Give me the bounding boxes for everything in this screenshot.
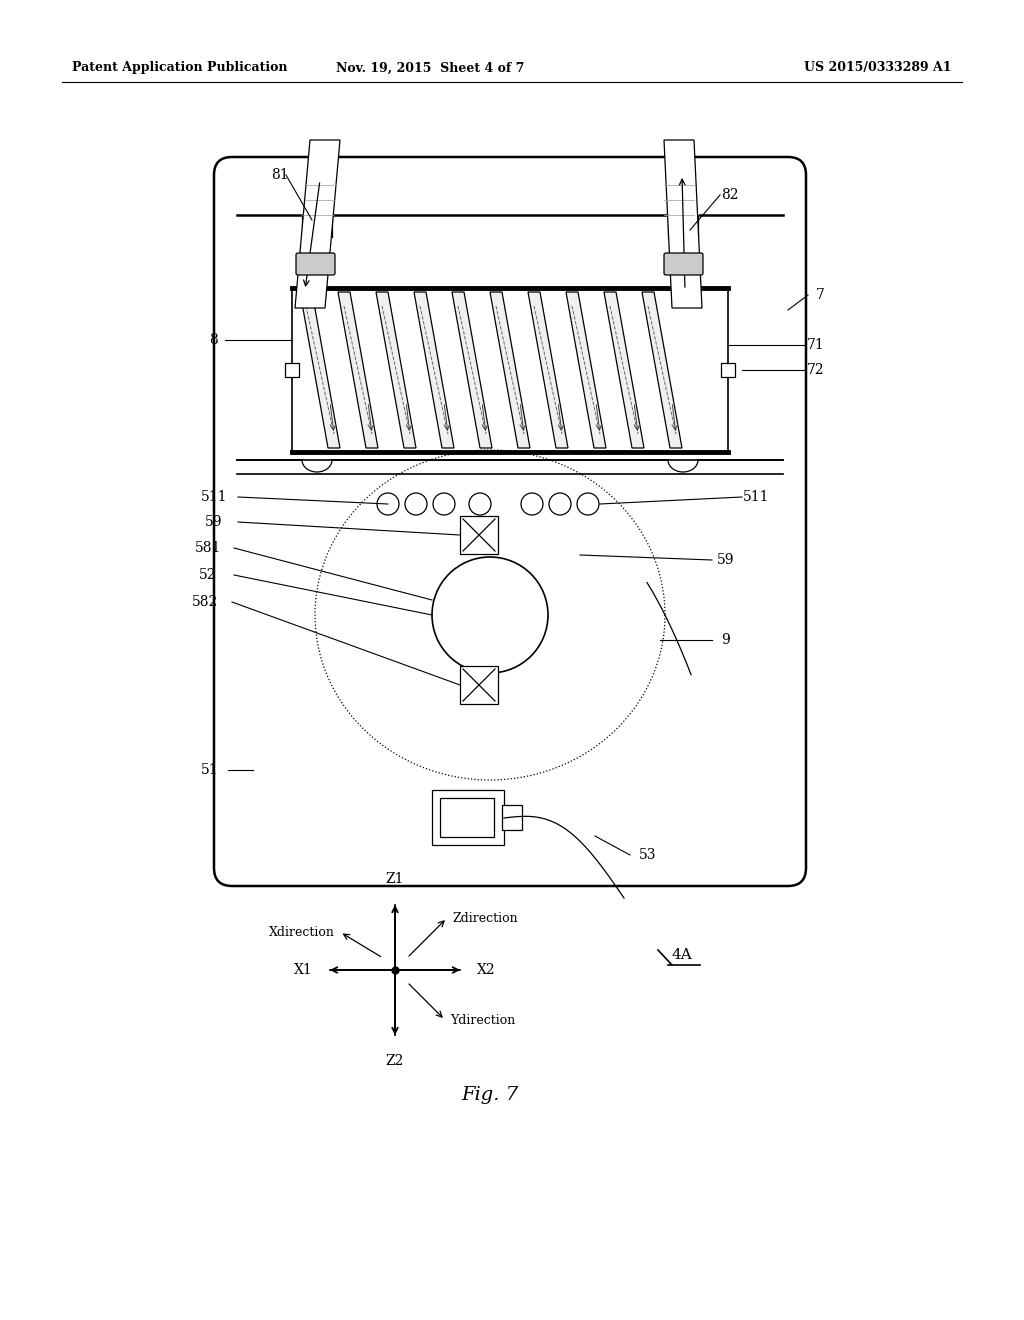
- Text: 52: 52: [200, 568, 217, 582]
- Text: Zdirection: Zdirection: [452, 912, 517, 924]
- Text: Z2: Z2: [386, 1053, 404, 1068]
- Text: X2: X2: [477, 964, 496, 977]
- Polygon shape: [490, 292, 530, 447]
- Circle shape: [432, 557, 548, 673]
- Polygon shape: [300, 292, 340, 447]
- Text: 9: 9: [722, 634, 730, 647]
- Polygon shape: [414, 292, 454, 447]
- Text: 81: 81: [271, 168, 289, 182]
- FancyBboxPatch shape: [214, 157, 806, 886]
- Text: 59: 59: [717, 553, 735, 568]
- Text: Nov. 19, 2015  Sheet 4 of 7: Nov. 19, 2015 Sheet 4 of 7: [336, 62, 524, 74]
- Polygon shape: [604, 292, 644, 447]
- Bar: [432, 789, 504, 845]
- Circle shape: [577, 492, 599, 515]
- Polygon shape: [376, 292, 416, 447]
- Text: 59: 59: [205, 515, 223, 529]
- Circle shape: [406, 492, 427, 515]
- Polygon shape: [295, 140, 340, 308]
- Text: 71: 71: [807, 338, 825, 352]
- Text: Fig. 7: Fig. 7: [462, 1086, 518, 1104]
- Polygon shape: [528, 292, 568, 447]
- Bar: [285, 363, 299, 378]
- Text: 511: 511: [201, 490, 227, 504]
- FancyBboxPatch shape: [296, 253, 335, 275]
- Bar: [440, 799, 494, 837]
- Polygon shape: [452, 292, 492, 447]
- Circle shape: [549, 492, 571, 515]
- Bar: [460, 667, 498, 704]
- Text: 4A: 4A: [672, 948, 693, 962]
- Circle shape: [377, 492, 399, 515]
- Polygon shape: [338, 292, 378, 447]
- Text: 7: 7: [815, 288, 824, 302]
- Bar: [460, 516, 498, 554]
- Text: 511: 511: [742, 490, 769, 504]
- Text: US 2015/0333289 A1: US 2015/0333289 A1: [805, 62, 952, 74]
- Text: 82: 82: [721, 187, 738, 202]
- Text: Z1: Z1: [386, 873, 404, 886]
- Text: 8: 8: [210, 333, 218, 347]
- Circle shape: [469, 492, 490, 515]
- Polygon shape: [642, 292, 682, 447]
- Text: 581: 581: [195, 541, 221, 554]
- Text: 582: 582: [191, 595, 218, 609]
- Polygon shape: [302, 213, 332, 238]
- Text: Patent Application Publication: Patent Application Publication: [72, 62, 288, 74]
- Polygon shape: [664, 140, 702, 308]
- Text: 53: 53: [639, 847, 656, 862]
- Circle shape: [433, 492, 455, 515]
- Bar: [721, 363, 735, 378]
- Bar: [502, 805, 522, 830]
- Text: Xdirection: Xdirection: [269, 925, 335, 939]
- Polygon shape: [668, 213, 698, 238]
- Text: X1: X1: [294, 964, 313, 977]
- Circle shape: [521, 492, 543, 515]
- Text: 51: 51: [201, 763, 219, 777]
- Polygon shape: [566, 292, 606, 447]
- FancyBboxPatch shape: [664, 253, 703, 275]
- Text: Ydirection: Ydirection: [450, 1014, 515, 1027]
- Text: 72: 72: [807, 363, 824, 378]
